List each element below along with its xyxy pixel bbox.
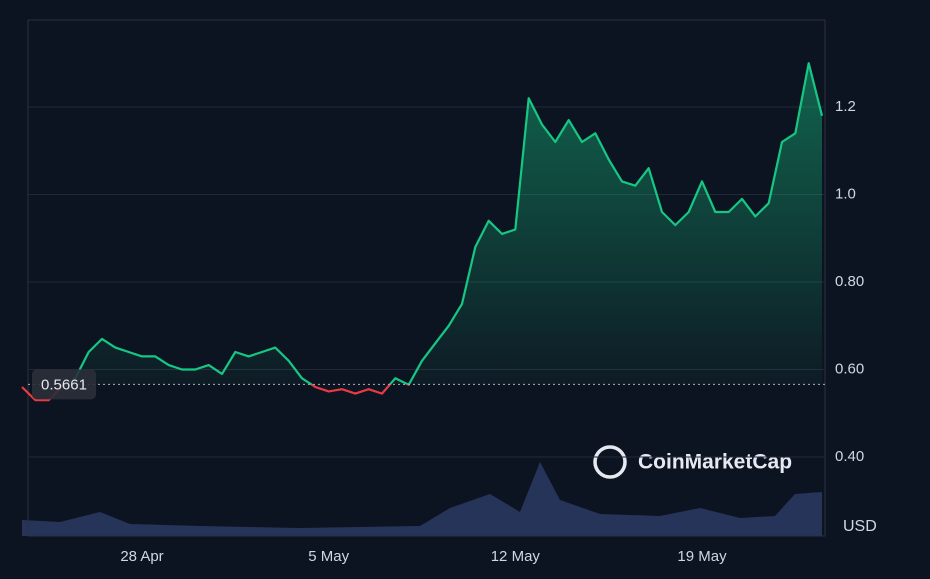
y-tick-label: 0.60 <box>835 360 864 377</box>
baseline-label: 0.5661 <box>41 376 87 393</box>
y-tick-label: 0.80 <box>835 273 864 290</box>
watermark: CoinMarketCap <box>593 445 792 479</box>
y-tick-label: 1.2 <box>835 98 856 115</box>
x-tick-label: 12 May <box>491 548 541 565</box>
watermark-logo <box>593 445 627 479</box>
x-tick-label: 19 May <box>677 548 727 565</box>
watermark-text: CoinMarketCap <box>638 451 792 474</box>
baseline-badge <box>32 369 96 400</box>
price-line <box>21 62 824 402</box>
volume-area <box>22 462 822 536</box>
y-tick-label: 0.40 <box>835 448 864 465</box>
price-area <box>22 63 822 385</box>
x-tick-label: 5 May <box>308 548 349 565</box>
currency-label: USD <box>843 518 877 535</box>
y-tick-label: 1.0 <box>835 185 856 202</box>
x-tick-label: 28 Apr <box>120 548 163 565</box>
